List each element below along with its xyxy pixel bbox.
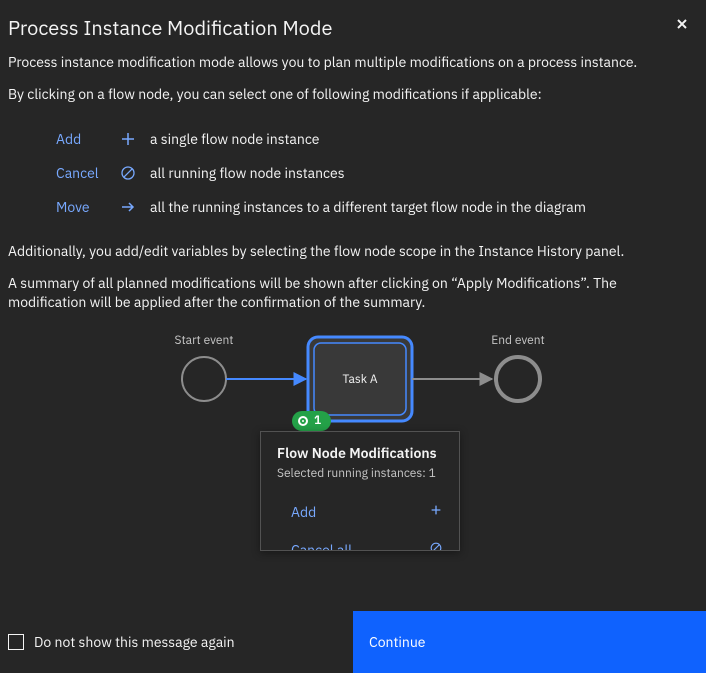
prohibit-icon	[120, 165, 150, 181]
end-event-label: End event	[491, 333, 545, 348]
plus-icon	[120, 131, 150, 147]
popover-item-label: Cancel all	[291, 541, 352, 550]
close-icon	[674, 16, 690, 32]
extra-text-2: A summary of all planned modifications w…	[8, 274, 698, 313]
extra-text-1: Additionally, you add/edit variables by …	[8, 242, 698, 262]
footer-left: Do not show this message again	[0, 611, 353, 673]
task-a-label: Task A	[342, 372, 377, 387]
close-button[interactable]	[666, 8, 698, 40]
mod-row-move: Move all the running instances to a diff…	[56, 190, 698, 224]
prohibit-icon	[429, 541, 443, 550]
checkbox-label: Do not show this message again	[34, 633, 235, 651]
hint-text: By clicking on a flow node, you can sele…	[8, 85, 698, 105]
dialog-title: Process Instance Modification Mode	[0, 0, 706, 45]
intro-text: Process instance modification mode allow…	[8, 53, 698, 73]
modification-mode-dialog: Process Instance Modification Mode Proce…	[0, 0, 706, 673]
popover-add-button[interactable]: Add	[261, 493, 459, 531]
mod-row-cancel: Cancel all running flow node instances	[56, 156, 698, 190]
popover-subtitle: Selected running instances: 1	[261, 466, 459, 493]
dont-show-again-checkbox[interactable]	[8, 634, 24, 650]
dialog-footer: Do not show this message again Continue	[0, 611, 706, 673]
mod-desc: all the running instances to a different…	[150, 198, 586, 216]
mod-desc: all running flow node instances	[150, 164, 345, 182]
running-indicator-icon	[298, 416, 308, 426]
continue-button[interactable]: Continue	[353, 611, 706, 673]
mod-desc: a single flow node instance	[150, 130, 319, 148]
arrow-right-icon	[120, 199, 150, 215]
modifications-list: Add a single flow node instance Cancel a…	[8, 116, 698, 230]
mod-label: Move	[56, 198, 120, 216]
instance-count-badge: 1	[292, 411, 331, 431]
flow-node-mod-popover: Flow Node Modifications Selected running…	[260, 431, 460, 551]
start-event-label: Start event	[174, 333, 233, 348]
badge-count: 1	[314, 413, 321, 428]
dialog-body: Process instance modification mode allow…	[0, 45, 706, 549]
popover-item-label: Add	[291, 503, 316, 521]
end-event[interactable]	[496, 357, 540, 401]
bpmn-diagram: Start event Task A End event 1	[8, 329, 706, 549]
mod-label: Cancel	[56, 164, 120, 182]
popover-title: Flow Node Modifications	[261, 432, 459, 466]
plus-icon	[429, 503, 443, 521]
popover-cancel-all-button[interactable]: Cancel all	[261, 531, 459, 550]
mod-row-add: Add a single flow node instance	[56, 122, 698, 156]
start-event[interactable]	[182, 357, 226, 401]
mod-label: Add	[56, 130, 120, 148]
